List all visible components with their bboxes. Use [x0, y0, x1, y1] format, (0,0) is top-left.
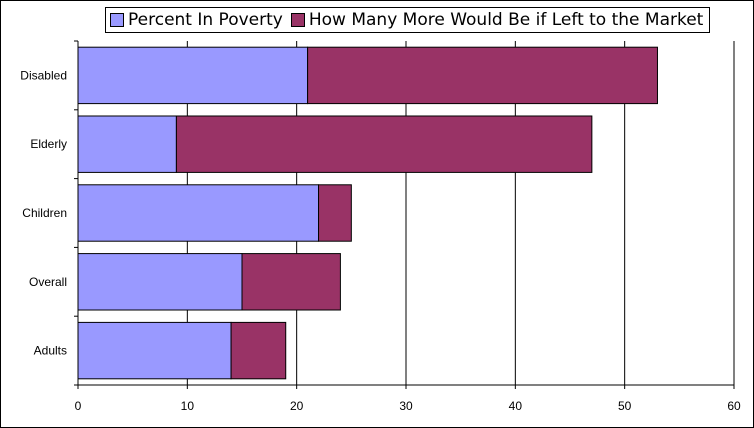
- y-tick-label-elderly: Elderly: [30, 137, 67, 151]
- bar-children-series-0: [77, 184, 320, 242]
- legend-entry-percent-in-poverty: Percent In Poverty: [110, 10, 283, 30]
- x-tick-label-0: 0: [75, 399, 82, 413]
- x-tick-label-50: 50: [618, 399, 632, 413]
- bar-children-series-1: [318, 184, 352, 242]
- axes: [74, 40, 735, 389]
- y-tick-label-disabled: Disabled: [20, 68, 67, 82]
- bar-disabled-series-1: [307, 46, 658, 105]
- bar-overall-series-1: [241, 253, 341, 311]
- y-tick-label-adults: Adults: [34, 344, 67, 358]
- x-tick-label-30: 30: [399, 399, 413, 413]
- y-tick-label-overall: Overall: [29, 275, 67, 289]
- tick-labels: Disabled Elderly Children Overall Adults 0 10 2…: [20, 68, 741, 413]
- bar-disabled-series-0: [77, 46, 309, 105]
- x-tick-label-60: 60: [727, 399, 741, 413]
- bar-elderly-series-0: [77, 115, 177, 173]
- x-tick-label-10: 10: [181, 399, 195, 413]
- x-tick-label-20: 20: [290, 399, 304, 413]
- y-tick-label-children: Children: [22, 206, 67, 220]
- legend: Percent In Poverty How Many More Would B…: [105, 7, 711, 33]
- bars: [77, 46, 658, 380]
- legend-entry-left-to-market: How Many More Would Be if Left to the Ma…: [290, 10, 704, 30]
- bar-adults-series-1: [230, 321, 287, 380]
- legend-swatch-percent-in-poverty: [110, 13, 124, 27]
- bar-adults-series-0: [77, 321, 232, 380]
- x-tick-label-40: 40: [509, 399, 523, 413]
- legend-swatch-left-to-market: [290, 13, 305, 27]
- legend-label-left-to-market: How Many More Would Be if Left to the Ma…: [308, 10, 704, 30]
- legend-label-percent-in-poverty: Percent In Poverty: [128, 10, 283, 30]
- bar-overall-series-0: [77, 253, 243, 311]
- bar-elderly-series-1: [175, 115, 593, 173]
